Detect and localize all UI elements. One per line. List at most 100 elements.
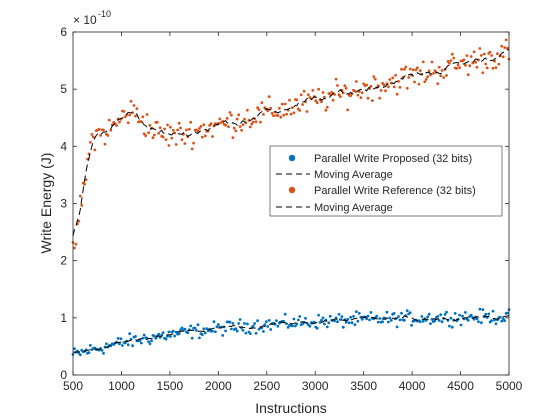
data-point: [346, 317, 350, 321]
data-point: [266, 109, 270, 113]
data-point: [267, 95, 271, 98]
data-point: [116, 337, 120, 340]
data-point: [443, 313, 447, 316]
data-point: [366, 96, 370, 100]
data-point: [134, 335, 137, 338]
x-tick-label: 5000: [496, 379, 523, 393]
x-tick-label: 4000: [399, 379, 426, 393]
data-point: [238, 318, 242, 321]
data-point: [158, 126, 162, 130]
data-point: [259, 120, 262, 124]
exponent-base: × 10: [73, 13, 97, 27]
data-point: [248, 125, 252, 129]
data-point: [288, 98, 291, 102]
data-point: [231, 136, 235, 140]
data-point: [179, 328, 182, 332]
data-point: [276, 324, 280, 328]
data-point: [253, 322, 257, 325]
data-point: [315, 101, 319, 105]
data-point: [97, 127, 101, 131]
data-point: [321, 316, 325, 320]
data-point: [240, 128, 244, 132]
data-point: [251, 120, 255, 124]
data-point: [275, 319, 278, 322]
data-point: [346, 108, 350, 112]
data-point: [426, 315, 429, 319]
data-point: [87, 351, 91, 354]
y-tick-label: 5: [60, 82, 67, 96]
data-point: [497, 62, 501, 66]
data-marks: [71, 38, 511, 357]
data-point: [436, 82, 440, 85]
data-point: [109, 128, 113, 132]
data-point: [458, 66, 461, 69]
data-point: [256, 319, 259, 323]
data-point: [328, 314, 332, 318]
data-point: [392, 312, 396, 315]
data-point: [173, 334, 177, 338]
data-point: [202, 327, 206, 331]
data-point: [475, 317, 479, 321]
data-point: [376, 320, 380, 324]
data-point: [325, 105, 329, 109]
data-point: [315, 326, 319, 330]
data-point: [147, 340, 151, 343]
data-point: [157, 131, 161, 135]
data-point: [478, 47, 482, 50]
data-point: [225, 117, 229, 120]
data-point: [266, 325, 270, 328]
axis-ticks: 500 1000 1500 2000 2500 3000 3500 4000 4500 5000 0…: [60, 25, 522, 393]
data-point: [404, 65, 408, 69]
data-point: [452, 56, 456, 60]
data-point: [461, 314, 464, 318]
data-point: [328, 92, 332, 96]
data-point: [501, 55, 505, 59]
moving-average-line: [72, 49, 510, 237]
data-point: [344, 86, 348, 90]
data-point: [323, 322, 326, 326]
data-point: [305, 110, 309, 113]
data-point: [343, 84, 347, 88]
data-point: [157, 332, 161, 336]
data-point: [482, 52, 486, 56]
data-point: [174, 330, 178, 334]
data-point: [164, 138, 168, 142]
data-point: [221, 334, 225, 337]
data-point: [224, 329, 228, 333]
data-point: [200, 333, 204, 337]
data-point: [417, 82, 421, 86]
data-point: [209, 122, 213, 126]
data-point: [263, 323, 267, 327]
data-point: [257, 108, 261, 111]
data-point: [427, 69, 431, 73]
data-point: [214, 330, 217, 334]
data-point: [440, 69, 444, 72]
data-point: [369, 84, 373, 88]
data-point: [347, 321, 351, 325]
data-point: [339, 318, 342, 321]
data-point: [503, 319, 506, 323]
data-point: [241, 329, 245, 332]
data-point: [237, 322, 241, 325]
data-point: [341, 325, 345, 329]
data-point: [373, 77, 377, 81]
data-point: [317, 87, 320, 91]
data-point: [83, 182, 86, 186]
data-point: [416, 66, 419, 70]
axes-box: [72, 31, 510, 376]
data-point: [161, 331, 165, 334]
data-point: [423, 80, 427, 84]
data-point: [481, 308, 485, 311]
y-tick-label: 6: [60, 25, 67, 39]
data-point: [432, 72, 435, 75]
data-point: [285, 112, 288, 116]
data-point: [355, 310, 358, 314]
data-point: [189, 120, 193, 124]
data-point: [469, 313, 473, 317]
data-point: [365, 83, 368, 87]
data-point: [378, 317, 382, 320]
data-point: [424, 78, 428, 81]
data-point: [318, 321, 322, 324]
data-point: [196, 129, 200, 133]
data-point: [186, 331, 190, 335]
